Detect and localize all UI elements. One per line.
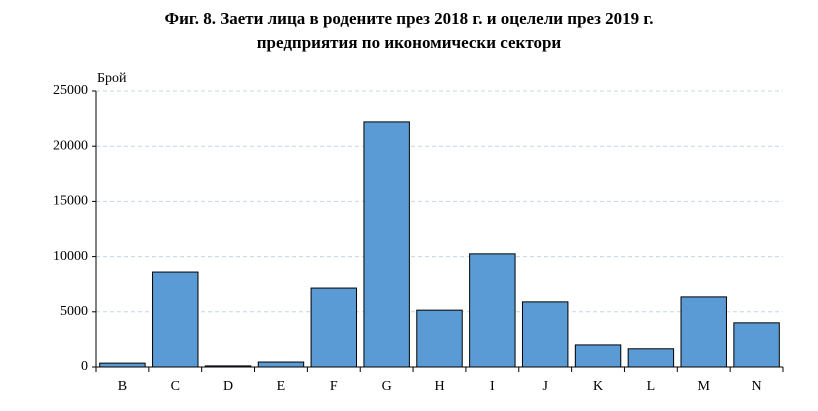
y-tick-label: 0 [81, 359, 88, 374]
x-tick-label: E [277, 379, 286, 394]
bar [257, 361, 305, 368]
x-tick-label: I [490, 379, 495, 394]
x-tick-label: G [382, 379, 392, 394]
y-tick-label: 20000 [53, 138, 88, 153]
chart-title: предприятия по икономически сектори [257, 33, 562, 52]
x-tick-label: D [223, 379, 233, 394]
bar [574, 344, 622, 368]
x-tick-label: C [171, 379, 180, 394]
bar [680, 296, 727, 368]
x-tick-label: L [647, 379, 656, 394]
x-tick-label: H [434, 379, 444, 394]
bar [733, 322, 780, 368]
bar [416, 309, 463, 368]
bar [204, 365, 252, 368]
y-tick-label: 25000 [53, 83, 88, 98]
y-axis-label: Брой [97, 71, 127, 86]
x-tick-label: J [542, 379, 548, 394]
x-tick-label: M [698, 379, 711, 394]
y-tick-label: 5000 [60, 304, 88, 319]
bar [310, 287, 358, 368]
x-tick-label: N [752, 379, 762, 394]
y-tick-label: 15000 [53, 194, 88, 209]
bar [469, 253, 516, 368]
x-tick-label: K [593, 379, 603, 394]
x-tick-label: F [330, 379, 338, 394]
bar [521, 301, 569, 368]
bar [627, 348, 675, 368]
chart-title: Фиг. 8. Заети лица в родените през 2018 … [165, 9, 654, 28]
y-tick-label: 10000 [53, 249, 88, 264]
bar [152, 271, 199, 368]
bar [363, 121, 410, 368]
x-tick-label: B [118, 379, 127, 394]
bar [99, 362, 146, 368]
